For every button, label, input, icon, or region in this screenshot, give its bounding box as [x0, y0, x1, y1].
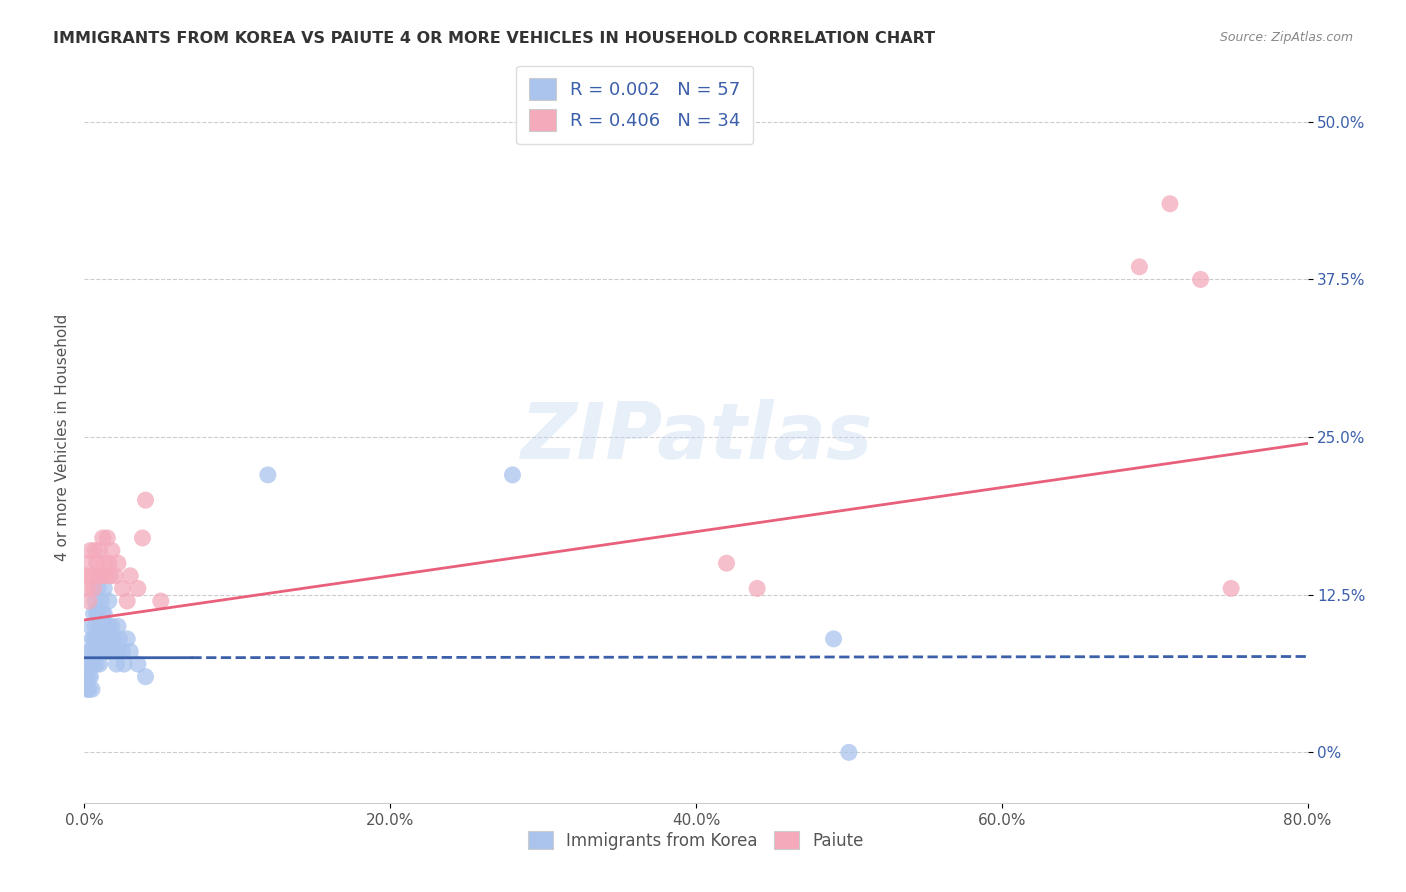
Point	[111, 582, 134, 596]
Point	[90, 594, 112, 608]
Point	[87, 569, 110, 583]
Point	[98, 569, 121, 583]
Point	[75, 569, 97, 583]
Text: IMMIGRANTS FROM KOREA VS PAIUTE 4 OR MORE VEHICLES IN HOUSEHOLD CORRELATION CHAR: IMMIGRANTS FROM KOREA VS PAIUTE 4 OR MOR…	[53, 31, 935, 46]
Point	[76, 657, 98, 671]
Point	[91, 632, 114, 646]
Point	[115, 594, 138, 608]
Point	[97, 619, 120, 633]
Point	[107, 556, 129, 570]
Point	[75, 670, 97, 684]
Point	[94, 569, 117, 583]
Point	[76, 582, 98, 596]
Point	[76, 682, 98, 697]
Point	[89, 619, 111, 633]
Point	[94, 619, 117, 633]
Point	[91, 531, 114, 545]
Point	[91, 607, 114, 621]
Point	[101, 644, 124, 658]
Point	[96, 619, 118, 633]
Point	[83, 632, 105, 646]
Point	[89, 543, 111, 558]
Point	[86, 632, 108, 646]
Point	[93, 556, 115, 570]
Point	[80, 569, 103, 583]
Point	[80, 632, 103, 646]
Y-axis label: 4 or more Vehicles in Household: 4 or more Vehicles in Household	[55, 313, 70, 561]
Point	[105, 657, 128, 671]
Point	[149, 594, 172, 608]
Point	[107, 644, 129, 658]
Point	[84, 594, 107, 608]
Point	[94, 644, 117, 658]
Text: ZIPatlas: ZIPatlas	[520, 399, 872, 475]
Point	[79, 543, 101, 558]
Point	[104, 644, 127, 658]
Point	[86, 657, 108, 671]
Point	[1159, 196, 1181, 211]
Point	[97, 556, 120, 570]
Point	[84, 619, 107, 633]
Point	[127, 582, 149, 596]
Point	[96, 531, 118, 545]
Point	[716, 556, 738, 570]
Point	[77, 644, 100, 658]
Point	[93, 607, 115, 621]
Point	[90, 569, 112, 583]
Point	[80, 682, 103, 697]
Point	[747, 582, 769, 596]
Point	[77, 670, 100, 684]
Point	[131, 531, 153, 545]
Point	[83, 657, 105, 671]
Point	[120, 644, 142, 658]
Legend: Immigrants from Korea, Paiute: Immigrants from Korea, Paiute	[522, 824, 870, 856]
Point	[1189, 272, 1212, 286]
Point	[115, 632, 138, 646]
Point	[86, 607, 108, 621]
Point	[96, 644, 118, 658]
Point	[80, 657, 103, 671]
Point	[104, 569, 127, 583]
Point	[502, 467, 524, 482]
Point	[838, 745, 860, 759]
Point	[101, 543, 124, 558]
Point	[86, 556, 108, 570]
Point	[89, 657, 111, 671]
Point	[83, 607, 105, 621]
Point	[108, 632, 131, 646]
Point	[97, 594, 120, 608]
Point	[79, 670, 101, 684]
Point	[127, 657, 149, 671]
Point	[84, 543, 107, 558]
Point	[135, 670, 157, 684]
Point	[103, 632, 125, 646]
Point	[120, 569, 142, 583]
Point	[90, 619, 112, 633]
Point	[77, 594, 100, 608]
Point	[112, 657, 135, 671]
Point	[79, 644, 101, 658]
Point	[1220, 582, 1243, 596]
Point	[89, 644, 111, 658]
Point	[107, 619, 129, 633]
Point	[257, 467, 280, 482]
Point	[98, 632, 121, 646]
Point	[1128, 260, 1150, 274]
Point	[87, 607, 110, 621]
Point	[77, 682, 100, 697]
Point	[101, 619, 124, 633]
Point	[84, 644, 107, 658]
Point	[77, 556, 100, 570]
Point	[83, 582, 105, 596]
Point	[79, 619, 101, 633]
Point	[93, 582, 115, 596]
Text: Source: ZipAtlas.com: Source: ZipAtlas.com	[1219, 31, 1353, 45]
Point	[135, 493, 157, 508]
Point	[87, 582, 110, 596]
Point	[823, 632, 845, 646]
Point	[111, 644, 134, 658]
